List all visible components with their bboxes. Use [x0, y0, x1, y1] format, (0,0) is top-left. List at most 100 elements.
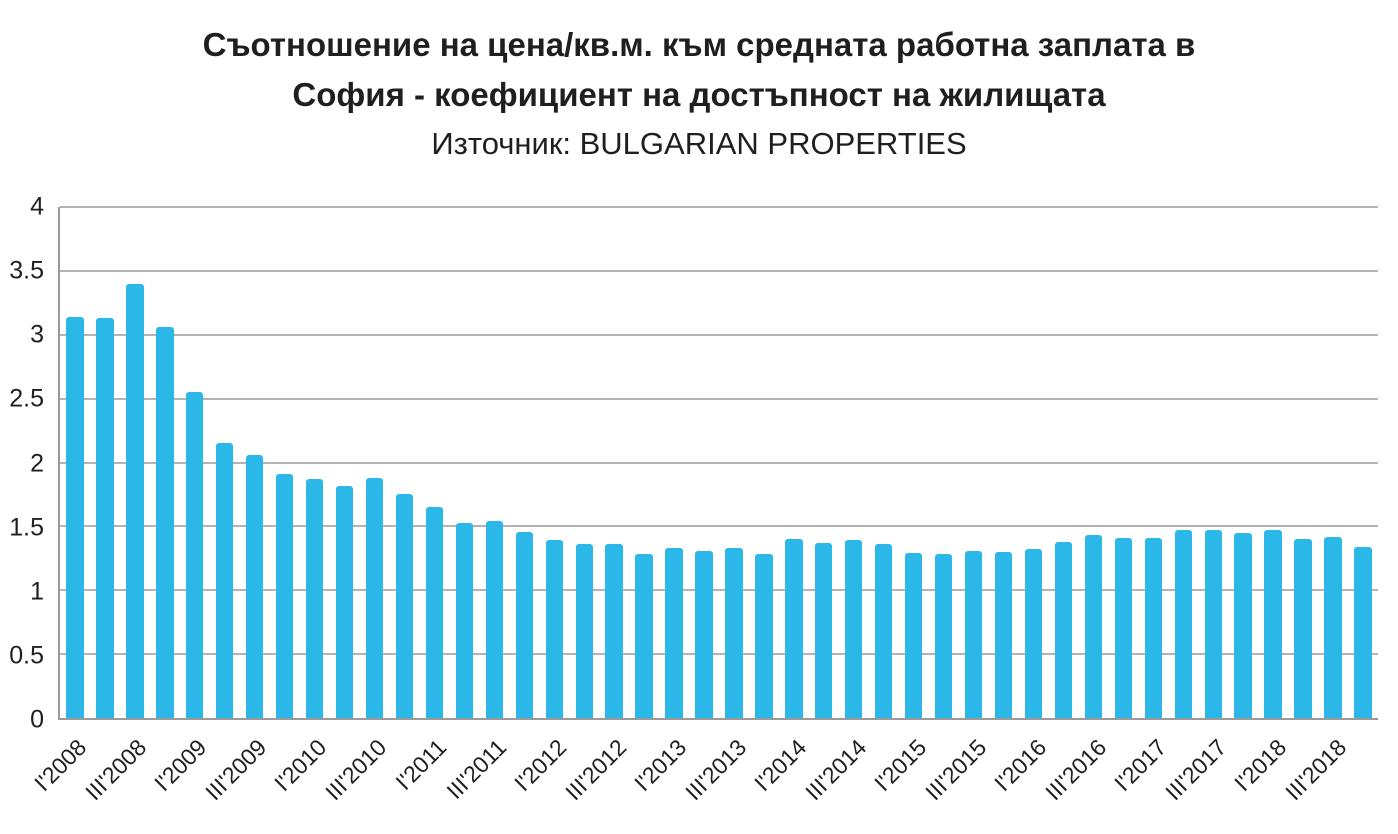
bar	[994, 551, 1013, 718]
chart-title-line1: Съотношение на цена/кв.м. към средната р…	[202, 26, 1196, 63]
gridlines	[60, 206, 1378, 718]
bar	[665, 548, 683, 718]
bar	[1234, 532, 1252, 718]
bar-slot	[360, 207, 390, 718]
bar	[485, 521, 503, 718]
y-tick-label: 3.5	[9, 256, 44, 285]
bar	[515, 531, 533, 718]
bar-slot	[749, 207, 779, 718]
y-tick-label: 1.5	[9, 513, 44, 542]
bar	[246, 454, 264, 718]
y-tick-label: 3	[30, 320, 44, 349]
bar	[964, 550, 983, 718]
y-tick-label: 0.5	[9, 641, 44, 670]
y-tick-label: 2	[30, 449, 44, 477]
bar-slot	[1108, 207, 1138, 718]
bar-slot	[1288, 207, 1318, 718]
bar	[1354, 546, 1372, 718]
bar-slot	[809, 207, 839, 718]
bar	[1174, 530, 1192, 718]
gridline	[60, 589, 1378, 592]
bar-slot	[300, 207, 330, 718]
bar	[1084, 535, 1103, 718]
bar	[1114, 537, 1133, 718]
bar	[1204, 530, 1222, 718]
bar-slot	[419, 207, 449, 718]
gridline	[60, 461, 1378, 464]
chart-title-block: Съотношение на цена/кв.м. към средната р…	[0, 20, 1398, 168]
gridline	[60, 333, 1378, 336]
bar	[904, 553, 923, 718]
bar-slot	[719, 207, 749, 718]
bar	[365, 477, 384, 718]
bar	[1264, 530, 1282, 718]
y-tick-label: 1	[30, 577, 44, 606]
bar-slot	[959, 207, 989, 718]
bar-slot	[389, 207, 419, 718]
bar-slot	[60, 207, 90, 718]
bar	[395, 494, 414, 718]
bar	[425, 507, 444, 718]
bar	[1144, 537, 1162, 718]
bar-slot	[1258, 207, 1288, 718]
bar-slot	[210, 207, 240, 718]
bar	[785, 539, 803, 718]
gridline	[60, 397, 1378, 400]
bar	[845, 540, 863, 718]
bar-slot	[150, 207, 180, 718]
bar-slot	[929, 207, 959, 718]
bar-slot	[180, 207, 210, 718]
gridline	[60, 269, 1378, 272]
bar-slot	[1078, 207, 1108, 718]
plot-area	[58, 206, 1378, 720]
bar-slot	[1228, 207, 1258, 718]
bar	[875, 544, 893, 718]
y-tick-label: 0	[30, 705, 44, 734]
bar	[275, 474, 294, 718]
bar	[126, 283, 144, 718]
bar	[755, 554, 773, 718]
bar-slot	[1048, 207, 1078, 718]
bar-slot	[449, 207, 479, 718]
bar	[96, 318, 114, 718]
bar-slot	[1168, 207, 1198, 718]
bar-slot	[1019, 207, 1049, 718]
y-tick-label: 4	[30, 192, 44, 221]
bar	[305, 479, 324, 718]
bar-slot	[240, 207, 270, 718]
bar-slot	[90, 207, 120, 718]
gridline	[60, 653, 1378, 656]
bar-slot	[1348, 207, 1378, 718]
bar	[635, 554, 653, 718]
bar-slot	[869, 207, 899, 718]
x-axis-labels: I'2008 III'2008 I'2009 III'2009 I'2010 III'20…	[29, 724, 1378, 834]
bar	[1054, 541, 1073, 718]
bar-slot	[270, 207, 300, 718]
bar-slot	[1198, 207, 1228, 718]
bar	[455, 522, 474, 718]
bar-slot	[330, 207, 360, 718]
gridline	[60, 525, 1378, 528]
bar	[186, 392, 204, 718]
bar	[156, 327, 174, 718]
bar-slot	[1318, 207, 1348, 718]
bar-slot	[839, 207, 869, 718]
gridline	[60, 206, 1378, 208]
bar	[695, 550, 713, 718]
bar	[545, 540, 563, 718]
bar	[725, 548, 743, 718]
bar	[815, 542, 833, 718]
bar-slot	[599, 207, 629, 718]
bar	[66, 316, 84, 718]
bar-slot	[659, 207, 689, 718]
bar	[575, 544, 593, 718]
bar	[1024, 549, 1043, 718]
bar	[1294, 539, 1312, 718]
y-tick-label: 2.5	[9, 384, 44, 413]
bar-slot	[479, 207, 509, 718]
bar	[335, 485, 354, 718]
bar-slot	[629, 207, 659, 718]
bar	[605, 544, 623, 718]
bar	[1324, 536, 1342, 718]
